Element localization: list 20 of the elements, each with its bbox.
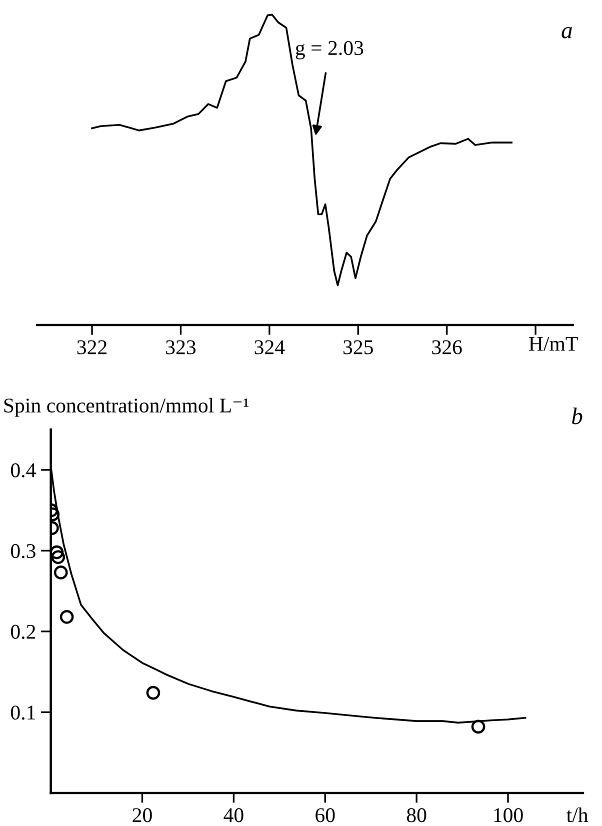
x-tick-label: 322 xyxy=(77,340,106,354)
y-tick-label: 0.3 xyxy=(10,544,36,558)
x-tick-label: 324 xyxy=(254,340,285,354)
x-tick-label: 40 xyxy=(224,808,244,822)
x-tick-label: 326 xyxy=(432,340,462,354)
y-tick-label: 0.2 xyxy=(10,624,36,639)
x-tick-label: 80 xyxy=(406,808,426,822)
chart-title: a xyxy=(562,27,572,38)
x-tick-label: 325 xyxy=(344,340,373,354)
x-tick-label: 20 xyxy=(132,808,152,822)
y-tick-label: 0.1 xyxy=(10,706,35,720)
chart-title: b xyxy=(572,408,582,424)
x-axis-title: H/mT xyxy=(528,336,578,351)
annotation: g = 2.03 xyxy=(296,40,364,60)
x-tick-label: 60 xyxy=(316,808,335,822)
y-axis-title: Spin concentration/mmol L⁻¹ xyxy=(4,398,249,417)
x-tick-label: 323 xyxy=(166,340,196,354)
y-tick-label: 0.4 xyxy=(10,463,36,478)
x-tick-label: 100 xyxy=(494,808,523,822)
x-axis-title: t/h xyxy=(566,808,588,822)
